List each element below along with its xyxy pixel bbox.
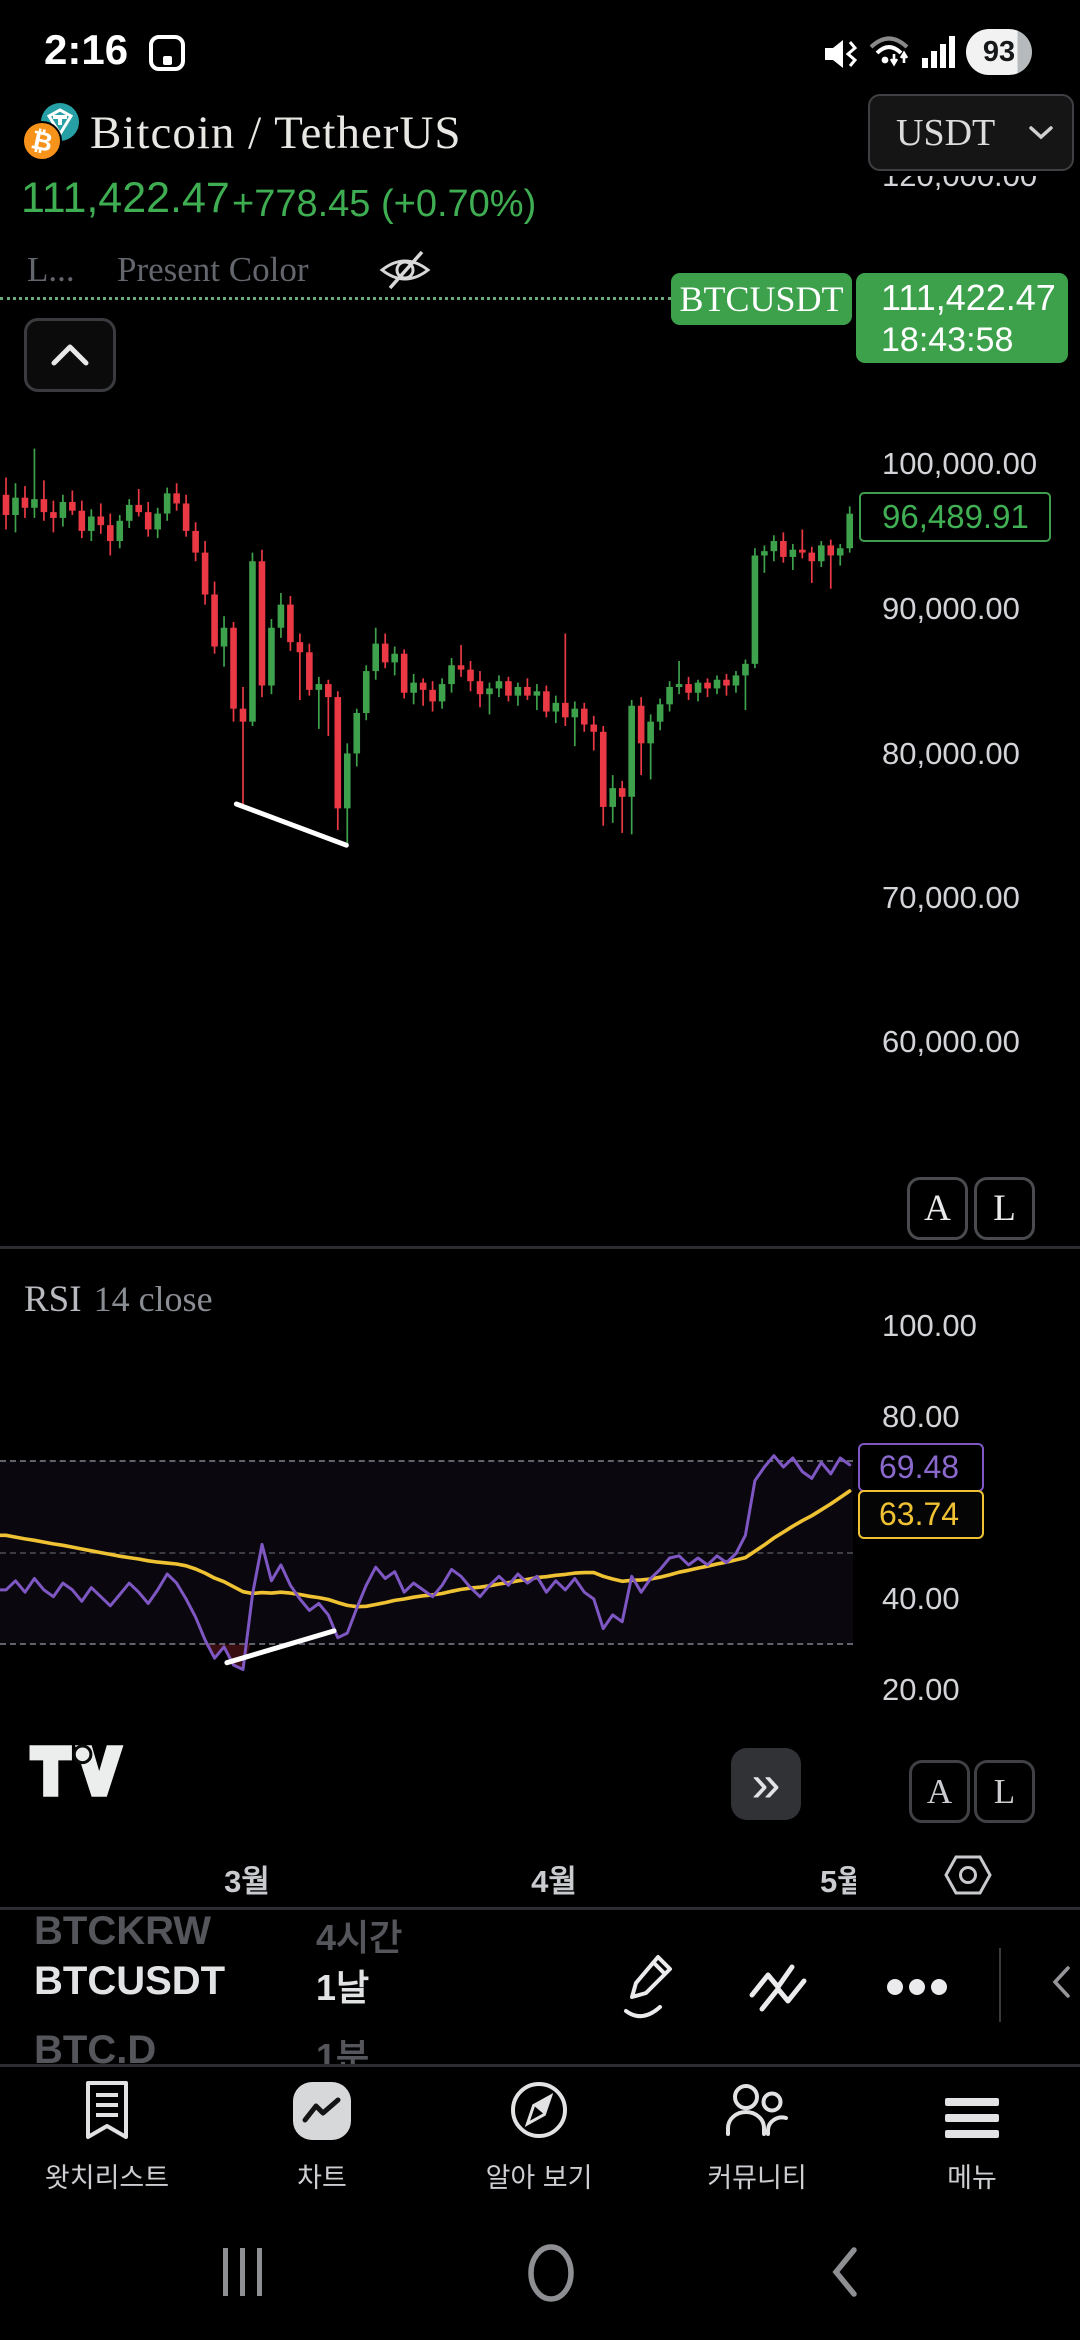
- rsi-upper-band-line: [0, 1460, 853, 1462]
- watchlist-icon: [37, 2076, 177, 2140]
- clock: 2:16: [44, 26, 129, 73]
- watchlist-symbol-active[interactable]: BTCUSDT: [34, 1959, 226, 2003]
- time-axis-march: 3월: [224, 1864, 270, 1899]
- watchlist-interval[interactable]: 1분: [316, 2036, 370, 2064]
- section-divider: [0, 1907, 1080, 1910]
- header-last-price: 111,422.47: [21, 174, 230, 222]
- price-tick: 90,000.00: [882, 591, 1020, 626]
- chart-settings-icon[interactable]: [944, 1855, 992, 1895]
- rsi-tick: 40.00: [882, 1581, 960, 1616]
- price-tick-clipped: 120,000.00: [882, 176, 1060, 193]
- rsi-indicator-title[interactable]: RSI 14 close: [24, 1279, 213, 1320]
- price-tick: 80,000.00: [882, 736, 1020, 771]
- rsi-tick: 80.00: [882, 1399, 960, 1434]
- panel-divider: [0, 1246, 1080, 1249]
- time-axis-may-clipped: 5월: [820, 1864, 856, 1899]
- signal-bars-icon: [922, 34, 960, 70]
- symbol-title[interactable]: Bitcoin / TetherUS: [90, 107, 462, 159]
- wifi-icon: [868, 32, 914, 72]
- candlestick-chart[interactable]: [0, 400, 860, 880]
- more-options-icon[interactable]: [886, 1977, 948, 1997]
- nav-explore[interactable]: 알아 보기: [469, 2076, 609, 2195]
- rsi-tick: 100.00: [882, 1308, 977, 1343]
- log-scale-button[interactable]: L: [974, 1177, 1035, 1240]
- watchlist-interval-active[interactable]: 1날: [316, 1967, 370, 2008]
- auto-scale-button[interactable]: A: [907, 1177, 968, 1240]
- current-price-label: 111,422.47 18:43:58: [856, 273, 1068, 363]
- nav-menu[interactable]: 메뉴: [902, 2076, 1042, 2195]
- last-close-price-label: 96,489.91: [859, 492, 1051, 542]
- collapse-toolbar-icon[interactable]: [1052, 1965, 1072, 1999]
- rsi-auto-scale-button[interactable]: A: [909, 1760, 970, 1823]
- price-tick: 100,000.00: [882, 446, 1038, 481]
- rsi-tick: 20.00: [882, 1672, 960, 1707]
- expand-toolbar-button[interactable]: »: [731, 1748, 801, 1820]
- bitcoin-coin-icon: ₿: [22, 121, 62, 161]
- android-home-button[interactable]: [526, 2243, 576, 2303]
- current-price-line: [0, 297, 671, 300]
- price-tick: 60,000.00: [882, 1024, 1020, 1059]
- watchlist-symbol[interactable]: BTC.D: [34, 2028, 157, 2064]
- chart-icon: [252, 2076, 392, 2140]
- nav-watchlist[interactable]: 왓치리스트: [37, 2076, 177, 2195]
- watchlist-interval[interactable]: 4시간: [316, 1917, 403, 1958]
- eye-hidden-icon[interactable]: [378, 248, 432, 292]
- nav-divider: [0, 2064, 1080, 2067]
- chevron-up-icon: [51, 344, 89, 366]
- tradingview-logo[interactable]: [28, 1742, 128, 1800]
- nav-chart-active[interactable]: 차트: [252, 2076, 392, 2195]
- rsi-value-label: 69.48: [858, 1443, 984, 1492]
- community-icon: [687, 2076, 827, 2140]
- legend-item-present-color[interactable]: Present Color: [117, 250, 309, 289]
- rsi-middle-band-line: [0, 1552, 853, 1554]
- draw-tool-icon[interactable]: [620, 1953, 678, 2021]
- toolbar-divider: [999, 1948, 1001, 2022]
- header-price-change: +778.45 (+0.70%): [232, 183, 537, 225]
- screenshot-icon: [148, 34, 186, 72]
- watchlist-strip[interactable]: BTCKRW 4시간 BTCUSDT 1날 BTC.D 1분: [0, 1909, 1080, 2064]
- compass-icon: [469, 2076, 609, 2140]
- currency-dropdown-value: USDT: [896, 111, 996, 154]
- nav-community[interactable]: 커뮤니티: [687, 2076, 827, 2195]
- symbol-price-badge: BTCUSDT: [671, 273, 852, 325]
- watchlist-symbol[interactable]: BTCKRW: [34, 1909, 212, 1953]
- current-price-value: 111,422.47: [881, 277, 1056, 318]
- bar-countdown: 18:43:58: [881, 321, 1014, 359]
- currency-dropdown[interactable]: USDT: [868, 94, 1074, 171]
- time-axis-april: 4월: [531, 1864, 577, 1899]
- rsi-plot[interactable]: [0, 1330, 860, 1720]
- price-tick: 70,000.00: [882, 880, 1020, 915]
- rsi-ma-value-label: 63.74: [858, 1490, 984, 1539]
- legend-item-truncated[interactable]: L...: [27, 250, 75, 289]
- chevron-down-icon: [1029, 125, 1053, 139]
- vibrate-mute-icon: [824, 36, 860, 72]
- collapse-panel-button[interactable]: [24, 318, 116, 392]
- battery-indicator: 93: [966, 29, 1032, 75]
- android-recents-button[interactable]: [221, 2246, 265, 2298]
- rsi-lower-band-line: [0, 1643, 853, 1645]
- android-back-button[interactable]: [832, 2247, 858, 2297]
- brush-tool-icon[interactable]: [748, 1961, 810, 2015]
- menu-icon: [902, 2076, 1042, 2140]
- rsi-log-scale-button[interactable]: L: [974, 1760, 1035, 1823]
